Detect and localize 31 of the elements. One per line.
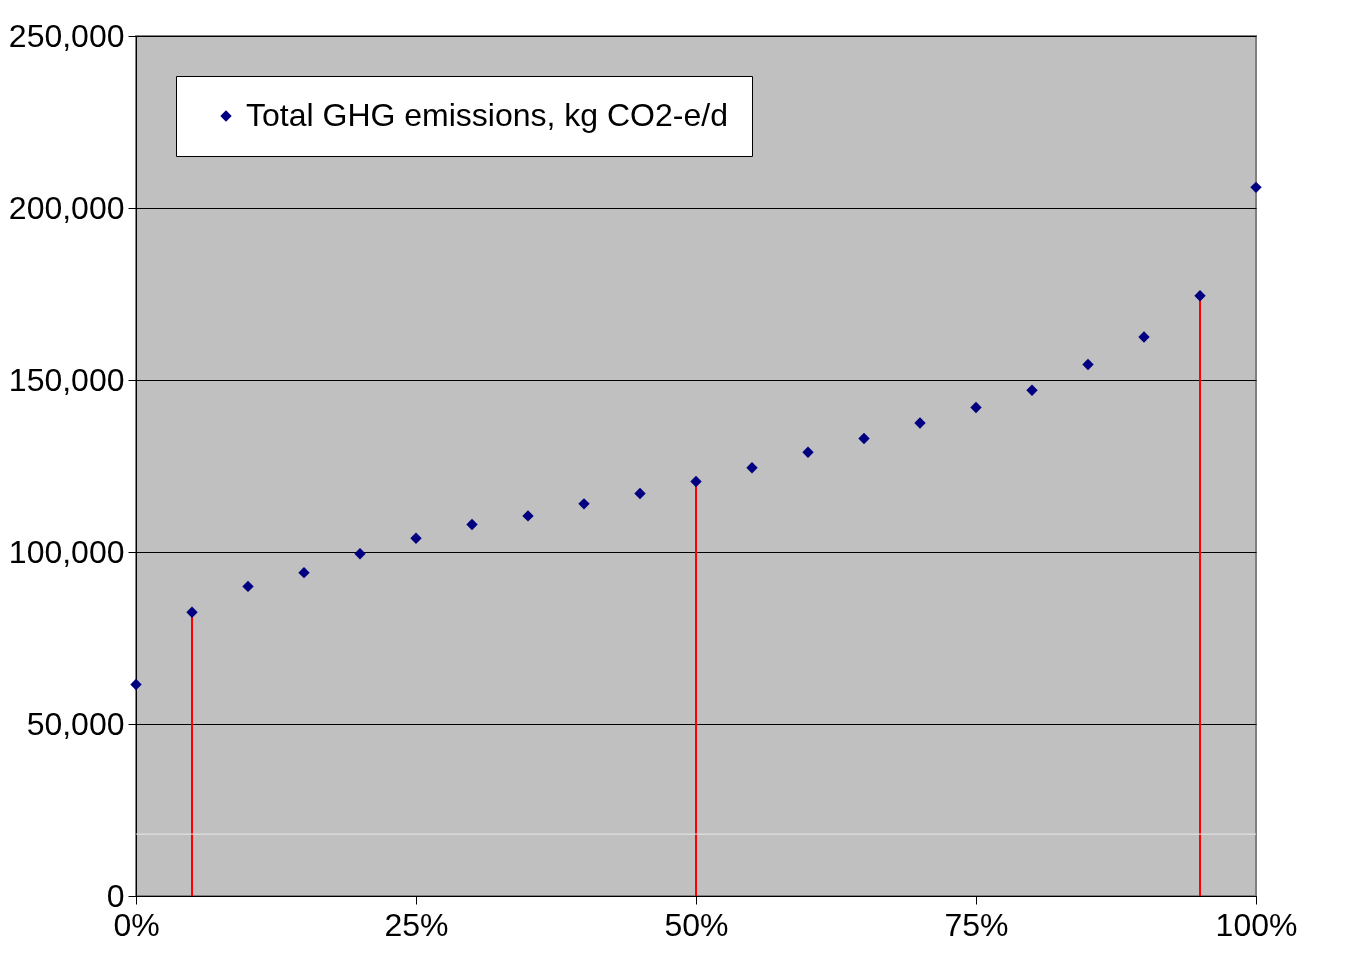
point <box>690 475 702 488</box>
x-tick-label: 100% <box>1215 906 1298 943</box>
point <box>578 498 590 510</box>
y-tick-label: 100,000 <box>8 533 125 570</box>
point <box>1194 290 1206 302</box>
point <box>970 401 982 414</box>
x-tick-label: 75% <box>944 906 1009 943</box>
point <box>354 548 366 560</box>
point <box>466 518 478 531</box>
point <box>802 446 814 458</box>
point <box>746 462 758 474</box>
point <box>634 487 646 500</box>
point <box>1082 358 1094 371</box>
point <box>410 532 422 544</box>
x-tick-label: 25% <box>384 906 449 943</box>
legend-label: Total GHG emissions, kg CO2-e/d <box>246 97 728 133</box>
y-tick-label: 50,000 <box>26 705 125 742</box>
y-tick-label: 250,000 <box>8 17 125 54</box>
point <box>242 580 254 593</box>
point <box>130 678 142 691</box>
point <box>186 606 198 618</box>
point <box>1250 181 1262 194</box>
y-tick-label: 150,000 <box>8 361 125 398</box>
point <box>298 566 310 579</box>
point <box>858 432 870 445</box>
point <box>914 417 926 429</box>
point <box>522 510 534 522</box>
point <box>1026 384 1038 397</box>
point <box>1138 331 1150 343</box>
x-tick-label: 50% <box>664 906 729 943</box>
y-tick-label: 200,000 <box>8 189 125 226</box>
